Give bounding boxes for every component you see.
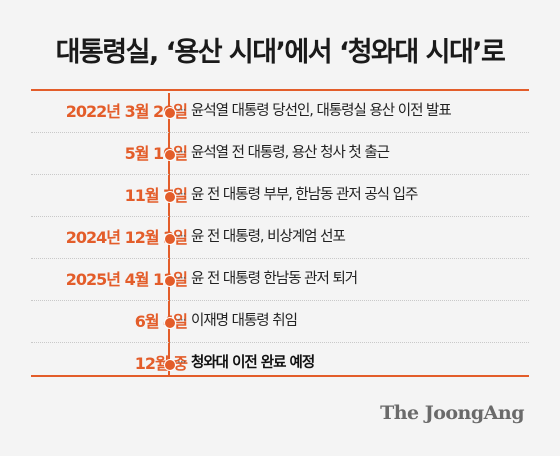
timeline-row: 2022년 3월 20일 ··· 윤석열 대통령 당선인, 대통령실 용산 이전… — [31, 91, 529, 133]
timeline-dot-icon — [164, 107, 176, 119]
timeline-row: 12월 중 ··· 청와대 이전 완료 예정 — [31, 343, 529, 384]
leader-dots: ··· — [177, 271, 187, 285]
timeline-date: 2022년 3월 20일 — [65, 102, 188, 121]
leader-dots: ··· — [177, 229, 187, 243]
top-divider — [31, 89, 529, 91]
timeline-row: 6월 4일 ··· 이재명 대통령 취임 — [31, 301, 529, 343]
timeline-event: 윤 전 대통령 한남동 관저 퇴거 — [191, 271, 358, 287]
timeline-event: 윤석열 대통령 당선인, 대통령실 용산 이전 발표 — [191, 103, 452, 119]
page-title: 대통령실, ‘용산 시대’에서 ‘청와대 시대’로 — [55, 37, 506, 68]
publisher-logo: The JoongAng — [380, 402, 524, 424]
timeline-row: 11월 7일 ··· 윤 전 대통령 부부, 한남동 관저 공식 입주 — [31, 175, 529, 217]
timeline-row: 2025년 4월 11일 ··· 윤 전 대통령 한남동 관저 퇴거 — [31, 259, 529, 301]
timeline-list: 2022년 3월 20일 ··· 윤석열 대통령 당선인, 대통령실 용산 이전… — [31, 91, 529, 384]
timeline-dot-icon — [164, 149, 176, 161]
leader-dots: ··· — [177, 187, 187, 201]
timeline-dot-icon — [164, 275, 176, 287]
leader-dots: ··· — [177, 313, 187, 327]
timeline-event: 윤 전 대통령, 비상계엄 선포 — [191, 229, 346, 245]
timeline-event: 이재명 대통령 취임 — [191, 313, 298, 329]
timeline-dot-icon — [164, 317, 176, 329]
timeline-date: 2025년 4월 11일 — [65, 270, 188, 289]
leader-dots: ··· — [177, 355, 187, 369]
leader-dots: ··· — [177, 103, 187, 117]
timeline-row: 5월 10일 ··· 윤석열 전 대통령, 용산 청사 첫 출근 — [31, 133, 529, 175]
timeline-event: 윤 전 대통령 부부, 한남동 관저 공식 입주 — [191, 187, 418, 203]
timeline-event: 청와대 이전 완료 예정 — [191, 355, 315, 371]
timeline-dot-icon — [164, 191, 176, 203]
timeline-date: 2024년 12월 3일 — [65, 228, 188, 247]
bottom-divider — [31, 375, 529, 377]
timeline-event: 윤석열 전 대통령, 용산 청사 첫 출근 — [191, 145, 390, 161]
timeline-dot-icon — [164, 359, 176, 371]
leader-dots: ··· — [177, 145, 187, 159]
timeline-dot-icon — [164, 233, 176, 245]
timeline-row: 2024년 12월 3일 ··· 윤 전 대통령, 비상계엄 선포 — [31, 217, 529, 259]
